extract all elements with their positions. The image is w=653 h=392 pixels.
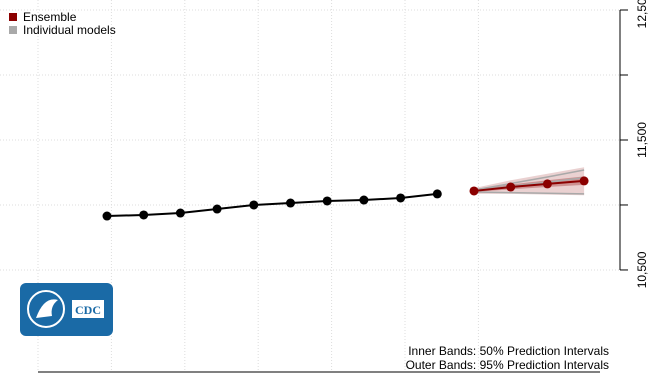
series-line bbox=[473, 179, 585, 192]
model-line bbox=[473, 169, 585, 191]
point bbox=[102, 211, 112, 221]
point bbox=[579, 176, 589, 186]
logo-badge bbox=[72, 300, 104, 318]
legend-swatch bbox=[9, 13, 17, 21]
legend-swatch bbox=[9, 26, 17, 34]
point bbox=[469, 186, 479, 196]
point bbox=[139, 210, 149, 220]
logo-seal bbox=[27, 290, 65, 328]
point bbox=[322, 196, 332, 206]
y-tick-label: 10,500 bbox=[635, 251, 649, 288]
y-tick-label: 12,500 bbox=[635, 0, 649, 28]
point bbox=[396, 193, 406, 203]
point bbox=[286, 198, 295, 208]
point bbox=[432, 189, 442, 199]
legend-label: Individual models bbox=[23, 23, 116, 37]
series-line bbox=[106, 192, 438, 218]
model-line bbox=[473, 191, 585, 195]
logo-eagle bbox=[36, 299, 58, 318]
point bbox=[212, 204, 222, 214]
point bbox=[249, 200, 259, 210]
logo-box bbox=[20, 283, 113, 336]
legend-label: Ensemble bbox=[23, 10, 77, 24]
y-tick-label: 11,500 bbox=[635, 122, 649, 158]
point bbox=[175, 208, 185, 218]
point bbox=[542, 179, 552, 189]
annotation: Outer Bands: 95% Prediction Intervals bbox=[406, 358, 609, 372]
point bbox=[359, 195, 369, 205]
point bbox=[506, 182, 516, 192]
cdc-logo: CDC bbox=[20, 283, 113, 336]
annotation: Inner Bands: 50% Prediction Intervals bbox=[408, 344, 609, 358]
logo-text: CDC bbox=[75, 303, 101, 317]
